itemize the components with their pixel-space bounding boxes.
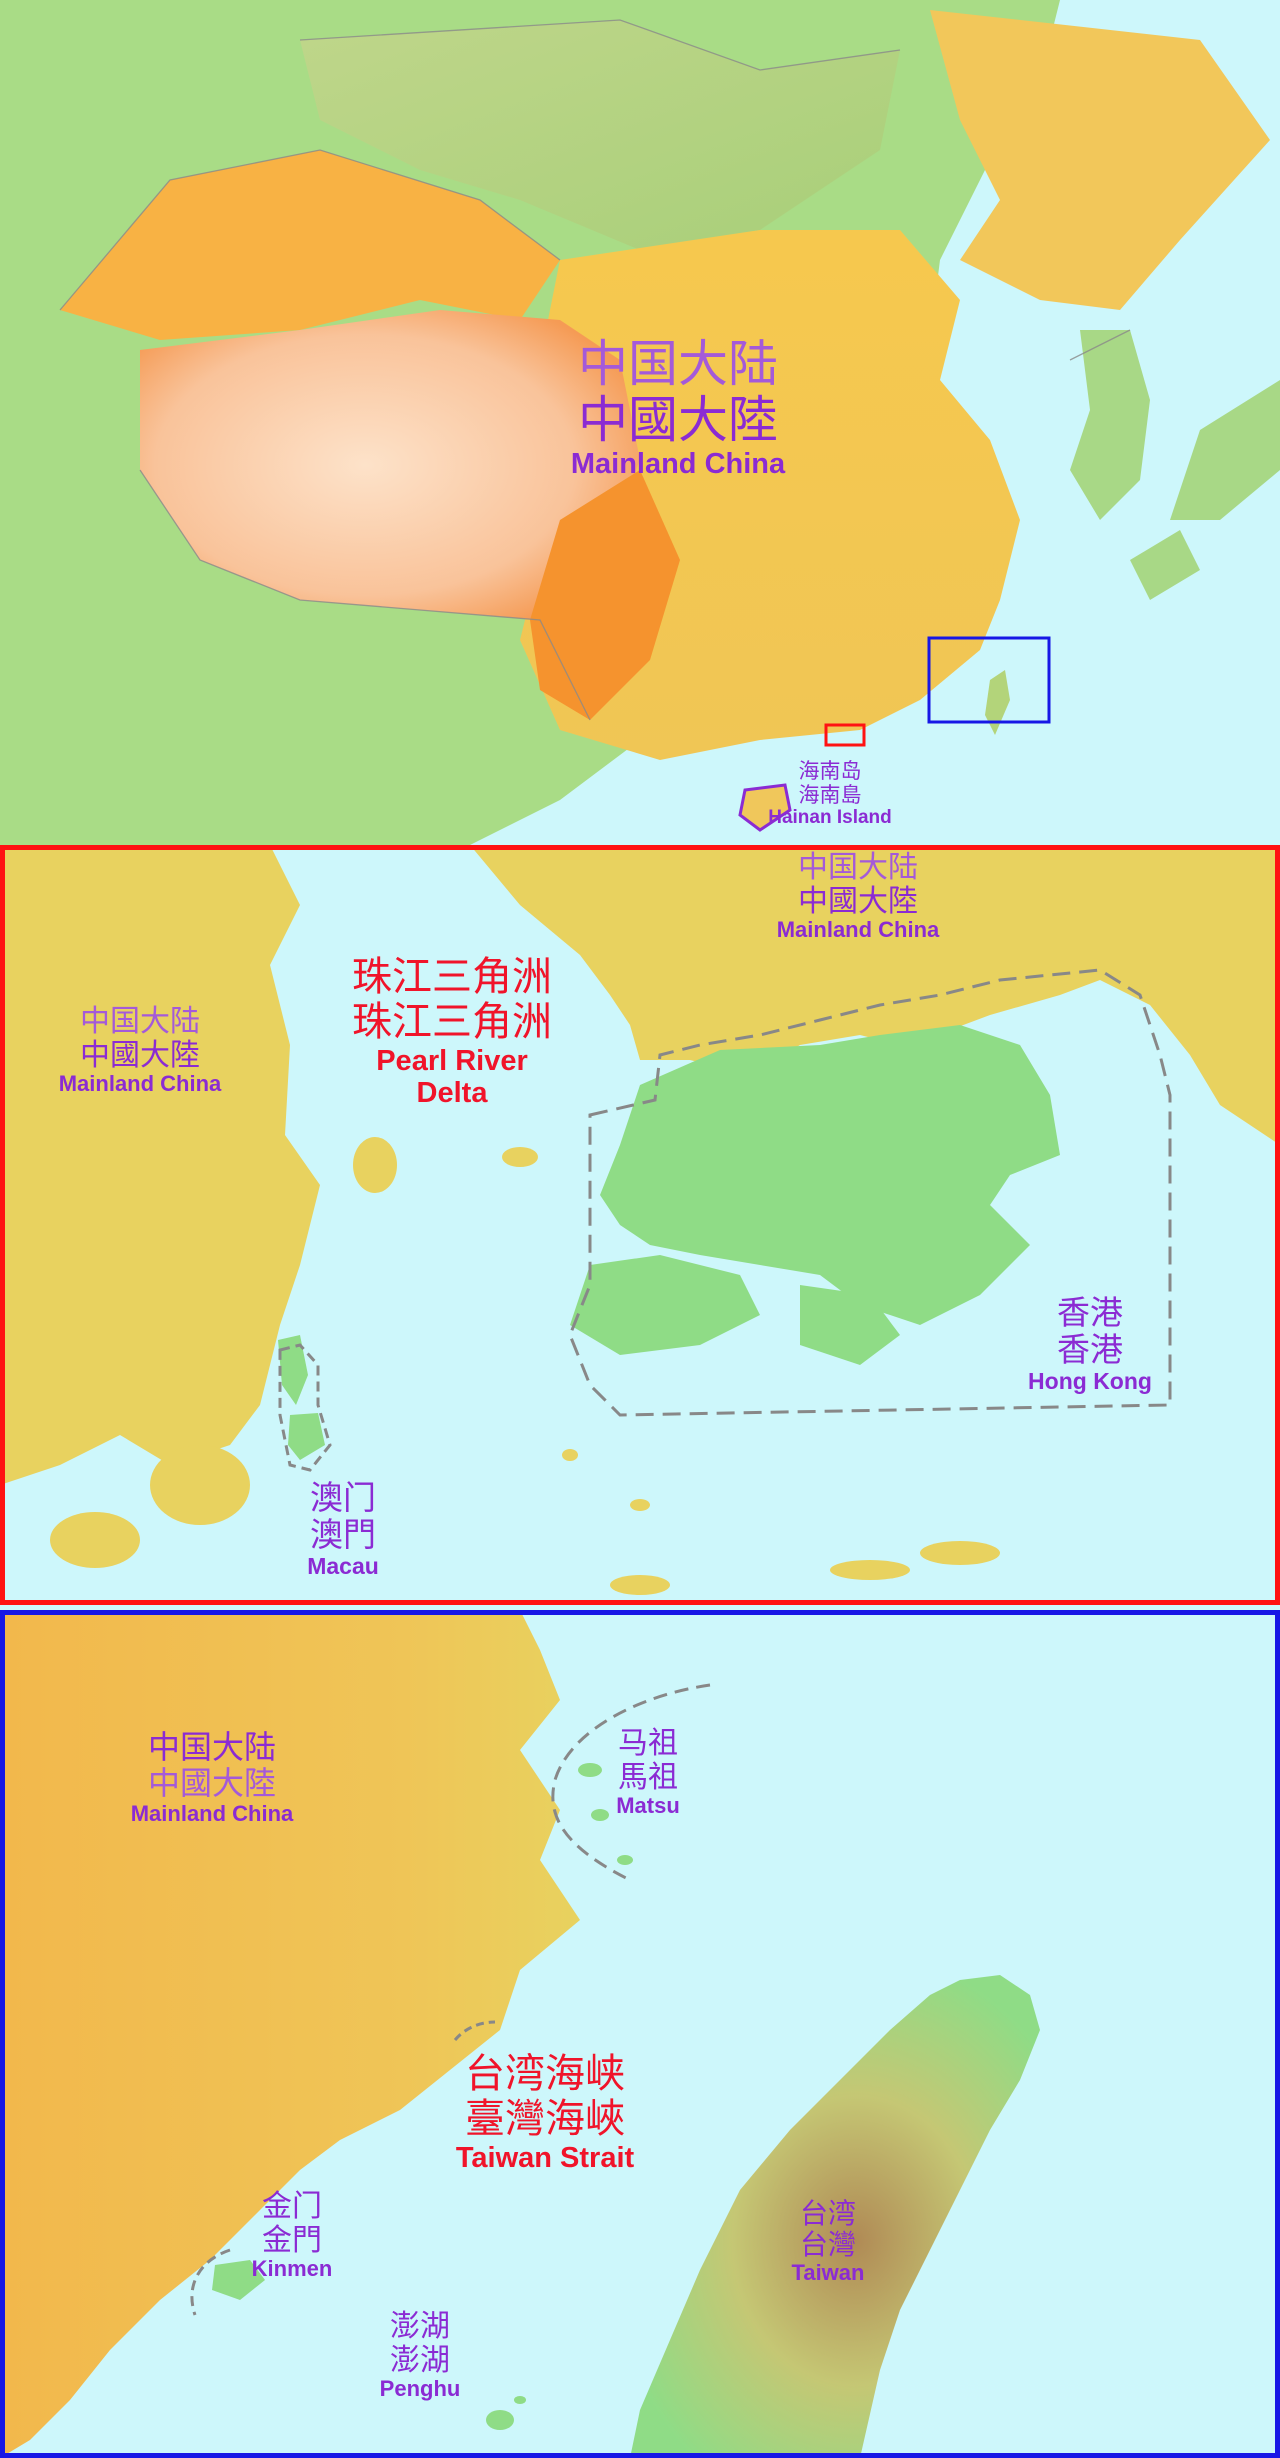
macau-simplified: 澳门: [310, 1478, 376, 1517]
hainan-label: 海南岛 海南島 Hainan Island: [768, 759, 892, 829]
kinmen-traditional: 金門: [262, 2222, 322, 2258]
taiwan-english: Taiwan: [791, 2259, 865, 2285]
delta-english-line2: Delta: [416, 1077, 488, 1110]
mainland-simplified: 中国大陆: [798, 850, 918, 885]
matsu-english: Matsu: [616, 1793, 680, 1819]
kinmen-english: Kinmen: [251, 2256, 333, 2282]
mainland-traditional: 中國大陸: [577, 391, 778, 449]
taiwan-traditional: 台灣: [799, 2228, 857, 2262]
kinmen-label: 金门 金門 Kinmen: [252, 2190, 333, 2282]
macau-label: 澳门 澳門 Macau: [307, 1478, 379, 1580]
mainland-label-taiwan-panel: 中国大陆 中國大陸 Mainland China: [130, 1728, 294, 1826]
delta-simplified: 珠江三角洲: [352, 954, 552, 1000]
mainland-label-prd-left: 中国大陆 中國大陸 Mainland China: [59, 1005, 222, 1097]
taiwan-simplified: 台湾: [799, 2197, 857, 2230]
matsu-label: 马祖 馬祖 Matsu: [616, 1727, 680, 1819]
strait-simplified: 台湾海峡: [465, 2051, 625, 2097]
strait-english: Taiwan Strait: [455, 2141, 635, 2174]
mainland-label-overview: 中国大陆 中國大陸 Mainland China: [571, 336, 785, 480]
mainland-english: Mainland China: [58, 1071, 222, 1097]
prd-terrain: [0, 845, 1280, 1605]
mainland-traditional: 中國大陸: [147, 1763, 276, 1802]
taiwan-inset-marker: [927, 636, 1051, 724]
mainland-label-prd-top: 中国大陆 中國大陸 Mainland China: [777, 851, 940, 943]
penghu-simplified: 澎湖: [389, 2309, 450, 2344]
matsu-simplified: 马祖: [618, 1726, 678, 1761]
taiwan-strait-label: 台湾海峡 臺灣海峽 Taiwan Strait: [456, 2052, 634, 2174]
matsu-traditional: 馬祖: [618, 1759, 678, 1795]
mainland-english: Mainland China: [130, 1800, 294, 1826]
macau-traditional: 澳門: [310, 1514, 376, 1554]
hainan-english: Hainan Island: [768, 807, 892, 829]
mainland-simplified: 中国大陆: [577, 335, 778, 393]
hk-simplified: 香港: [1057, 1293, 1123, 1332]
prd-inset-marker: [824, 723, 866, 747]
hainan-simplified: 海南岛: [798, 759, 862, 783]
mainland-traditional: 中國大陸: [80, 1037, 200, 1073]
delta-english-line1: Pearl River: [376, 1044, 528, 1077]
pearl-river-delta-label: 珠江三角洲 珠江三角洲 Pearl River Delta: [352, 955, 552, 1110]
hk-traditional: 香港: [1057, 1329, 1123, 1369]
overview-map-panel: 中国大陆 中國大陸 Mainland China 海南岛 海南島 Hainan …: [0, 0, 1280, 845]
strait-traditional: 臺灣海峽: [465, 2095, 625, 2142]
pearl-river-delta-inset: 中国大陆 中國大陸 Mainland China 中国大陆 中國大陸 Mainl…: [0, 845, 1280, 1605]
hk-english: Hong Kong: [1028, 1367, 1152, 1394]
taiwan-strait-inset: 中国大陆 中國大陸 Mainland China 马祖 馬祖 Matsu 台湾海…: [0, 1610, 1280, 2458]
hong-kong-label: 香港 香港 Hong Kong: [1028, 1293, 1152, 1395]
penghu-label: 澎湖 澎湖 Penghu: [380, 2310, 461, 2402]
mainland-simplified: 中国大陆: [147, 1728, 276, 1766]
macau-english: Macau: [307, 1552, 379, 1579]
mainland-traditional: 中國大陸: [798, 883, 918, 919]
kinmen-simplified: 金门: [262, 2189, 322, 2224]
taiwan-label: 台湾 台灣 Taiwan: [792, 2198, 865, 2285]
delta-traditional: 珠江三角洲: [352, 998, 552, 1045]
taiwan-terrain: [0, 1610, 1280, 2458]
overview-terrain: [0, 0, 1280, 845]
hainan-traditional: 海南島: [798, 782, 862, 807]
mainland-simplified: 中国大陆: [80, 1004, 200, 1039]
penghu-english: Penghu: [379, 2376, 461, 2402]
penghu-traditional: 澎湖: [389, 2342, 450, 2378]
mainland-english: Mainland China: [570, 448, 786, 480]
mainland-english: Mainland China: [776, 917, 940, 943]
